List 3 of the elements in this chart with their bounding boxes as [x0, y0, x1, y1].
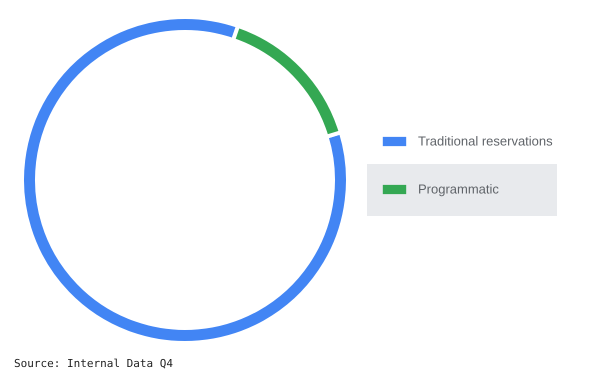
legend-label: Traditional reservations [418, 134, 554, 148]
legend-label: Programmatic [418, 182, 500, 196]
source-note: Source: Internal Data Q4 [14, 357, 173, 370]
